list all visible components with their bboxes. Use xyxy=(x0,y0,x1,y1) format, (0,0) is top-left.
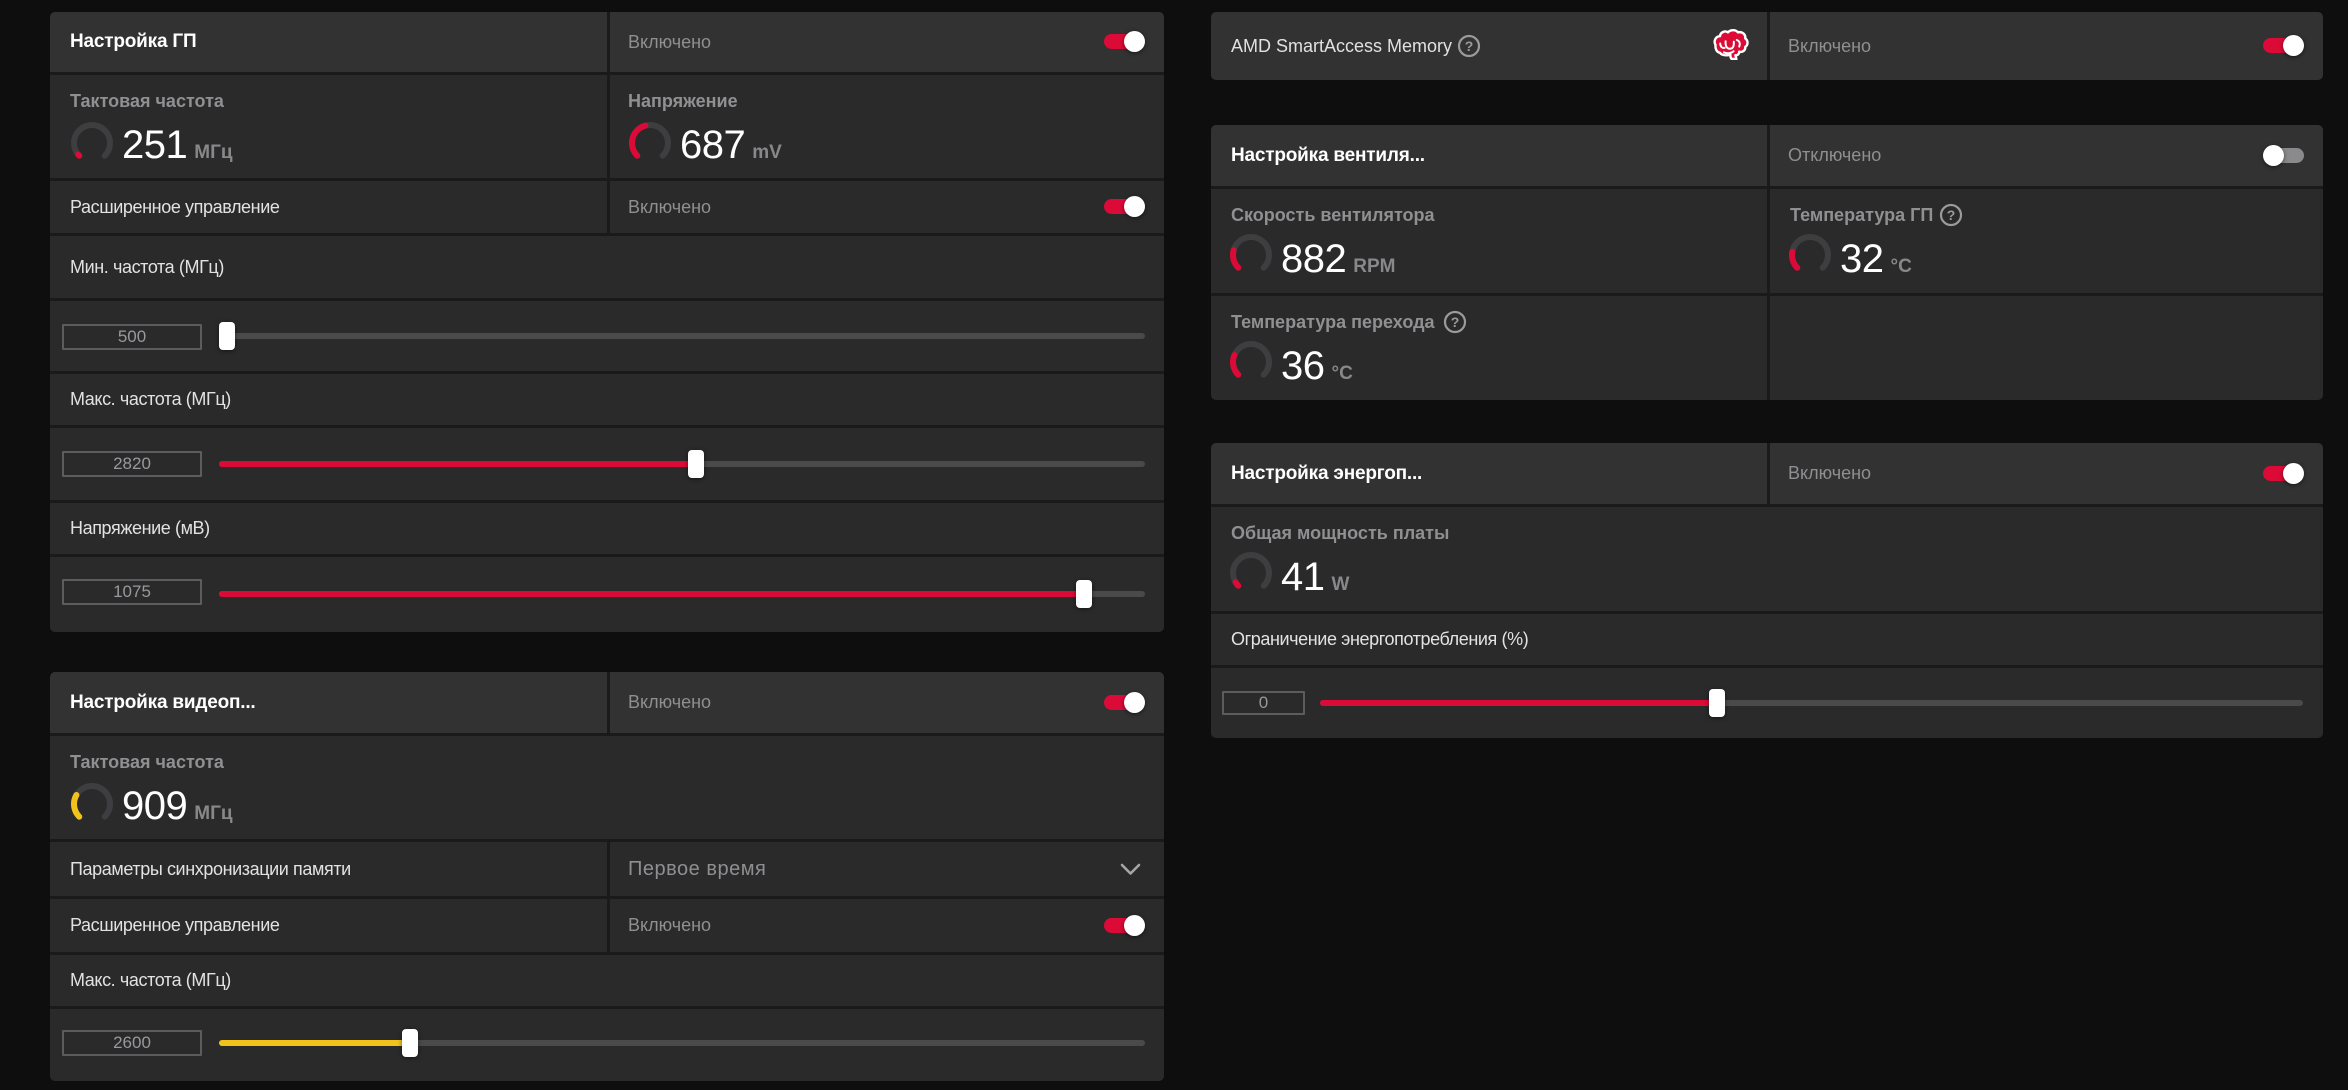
svg-text:?: ? xyxy=(1947,207,1956,223)
svg-text:?: ? xyxy=(1465,38,1474,54)
svg-text:?: ? xyxy=(1451,314,1460,330)
